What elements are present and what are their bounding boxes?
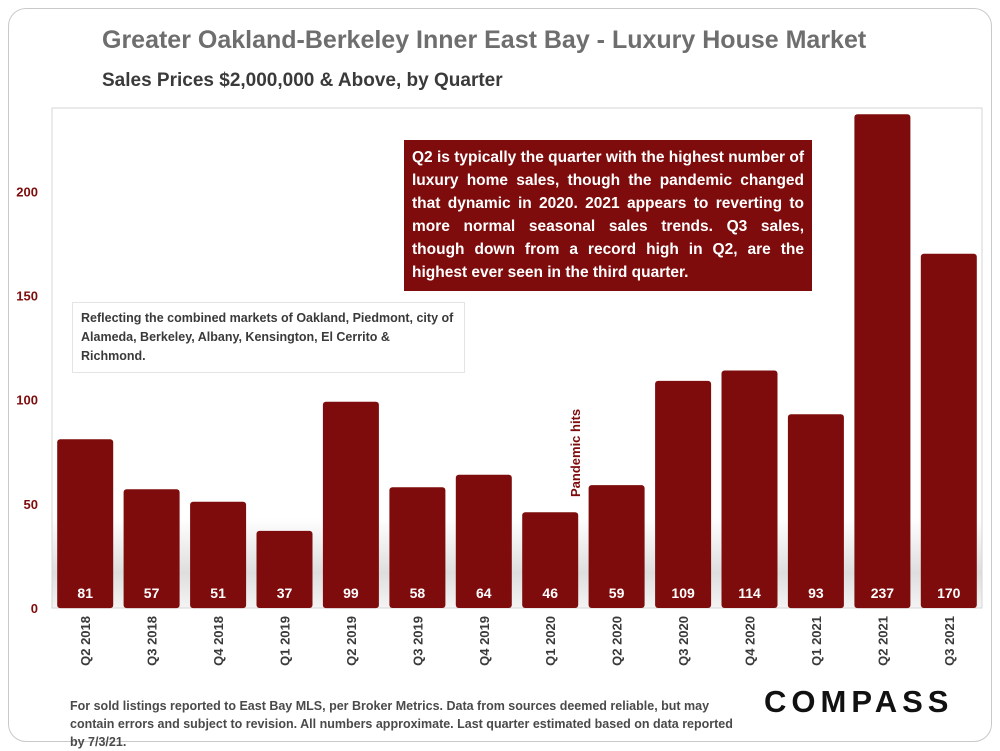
y-tick-label: 100 [16, 393, 38, 408]
bar-q4-2019 [455, 474, 512, 608]
source-footnote: For sold listings reported to East Bay M… [70, 699, 733, 749]
bar-value-label: 170 [937, 585, 961, 601]
bar-q2-2020 [588, 485, 645, 608]
x-tick-label: Q2 2018 [78, 616, 93, 666]
bar-q2-2018 [57, 439, 114, 609]
chart-subtitle: Sales Prices $2,000,000 & Above, by Quar… [102, 70, 503, 91]
y-tick-label: 0 [31, 601, 38, 616]
seasonal-trend-annotation: Q2 is typically the quarter with the hig… [404, 140, 812, 291]
y-tick-label: 200 [16, 184, 38, 199]
x-tick-label: Q1 2019 [278, 616, 293, 666]
x-tick-label: Q2 2019 [344, 616, 359, 666]
x-axis-labels: Q2 2018 Q3 2018 Q4 2018 Q1 2019 Q2 2019 Q3 20… [78, 616, 957, 666]
x-tick-label: Q4 2019 [477, 616, 492, 666]
bar-q4-2018 [190, 501, 247, 609]
chart-title: Greater Oakland-Berkeley Inner East Bay … [102, 26, 867, 54]
bar-q1-2019 [256, 530, 313, 608]
pandemic-annotation: Pandemic hits [568, 409, 583, 497]
x-tick-label: Q3 2018 [145, 616, 160, 666]
x-tick-label: Q4 2018 [211, 616, 226, 666]
bars-group: 81 57 51 37 99 58 64 46 59 109 114 93 237 170 [57, 114, 977, 609]
x-tick-label: Q3 2019 [410, 616, 425, 666]
bar-value-label: 99 [343, 585, 359, 601]
x-tick-label: Q3 2021 [942, 616, 957, 666]
x-tick-label: Q3 2020 [676, 616, 691, 666]
bar-q3-2021 [920, 253, 977, 609]
y-axis: 0 50 100 150 200 [16, 184, 38, 616]
bar-value-label: 46 [542, 585, 558, 601]
x-tick-label: Q2 2020 [610, 616, 625, 666]
bar-value-label: 109 [671, 585, 695, 601]
bar-value-label: 93 [808, 585, 824, 601]
bar-q3-2019 [389, 487, 446, 608]
bar-value-label: 59 [609, 585, 625, 601]
bar-q1-2021 [787, 414, 844, 609]
bar-q2-2019 [322, 401, 379, 609]
bar-q2-2021 [854, 114, 911, 609]
x-tick-label: Q4 2020 [743, 616, 758, 666]
bar-q3-2020 [655, 380, 712, 608]
markets-note: Reflecting the combined markets of Oakla… [72, 302, 465, 373]
bar-q1-2020 [522, 512, 579, 608]
bar-value-label: 237 [871, 585, 895, 601]
y-tick-label: 50 [24, 497, 38, 512]
bar-value-label: 57 [144, 585, 160, 601]
bar-value-label: 81 [77, 585, 93, 601]
bar-q3-2018 [123, 489, 180, 609]
x-tick-label: Q1 2020 [543, 616, 558, 666]
bar-value-label: 64 [476, 585, 492, 601]
x-tick-label: Q1 2021 [809, 616, 824, 666]
compass-logo: COMPASS [764, 684, 954, 719]
bar-q4-2020 [721, 370, 778, 608]
bar-value-label: 58 [410, 585, 426, 601]
bar-value-label: 114 [738, 585, 761, 601]
bar-value-label: 37 [277, 585, 293, 601]
x-tick-label: Q2 2021 [875, 616, 890, 666]
y-tick-label: 150 [16, 289, 38, 304]
bar-value-label: 51 [210, 585, 226, 601]
